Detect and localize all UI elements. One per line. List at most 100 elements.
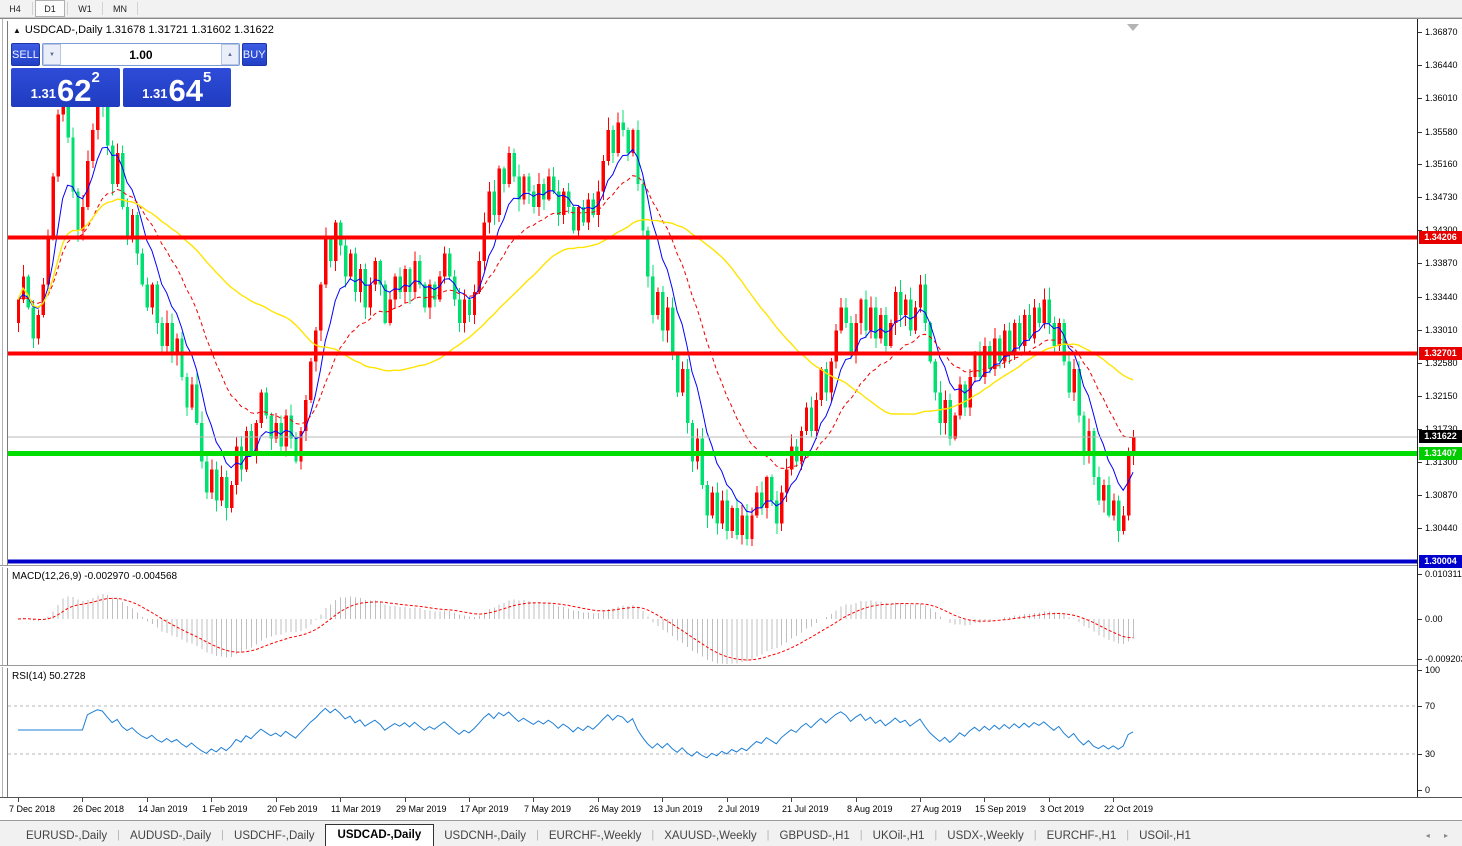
time-tick-label: 3 Oct 2019	[1040, 804, 1085, 814]
macd-tick-label: 0.010311	[1425, 569, 1462, 579]
timeframe-button-mn[interactable]: MN	[113, 3, 127, 14]
volume-decrease-button[interactable]: ▼	[42, 44, 61, 65]
price-tick	[1418, 330, 1422, 331]
price-tick-label: 1.34730	[1425, 192, 1458, 202]
time-tick-label: 13 Jun 2019	[653, 804, 703, 814]
time-tick	[791, 798, 792, 802]
hline-price-badge: 1.30004	[1419, 555, 1462, 568]
tab-usdx-weekly[interactable]: USDX-,Weekly	[947, 830, 1024, 842]
price-tick	[1418, 197, 1422, 198]
price-tick-label: 1.32150	[1425, 391, 1458, 401]
timeframe-button-w1[interactable]: W1	[78, 3, 92, 14]
candlestick-canvas	[8, 75, 1417, 564]
time-tick-label: 29 Mar 2019	[396, 804, 447, 814]
macd-panel[interactable]: MACD(12,26,9) -0.002970 -0.004568	[7, 568, 1417, 665]
price-tick	[1418, 263, 1422, 264]
macd-tick	[1418, 659, 1422, 660]
ask-pip-digit: 5	[202, 69, 212, 86]
time-tick-label: 2 Jul 2019	[718, 804, 760, 814]
price-axis[interactable]: 1.36870 1.36440 1.36010 1.35580 1.35160 1.347…	[1417, 19, 1462, 797]
panel-separator[interactable]	[0, 565, 1462, 567]
hline-price-badge: 1.32701	[1419, 347, 1462, 360]
ask-prefix: 1.31	[142, 86, 168, 101]
current-price-badge: 1.31622	[1419, 430, 1462, 443]
price-tick	[1418, 32, 1422, 33]
macd-tick-label: 0.00	[1425, 614, 1443, 624]
tab-divider: |	[1033, 829, 1037, 841]
tab-usdchf-daily[interactable]: USDCHF-,Daily	[234, 830, 315, 842]
tab-gbpusd-h1[interactable]: GBPUSD-,H1	[779, 830, 850, 842]
tab-usoil-h1[interactable]: USOil-,H1	[1139, 830, 1191, 842]
time-tick-label: 27 Aug 2019	[911, 804, 962, 814]
tab-eurchf-h1[interactable]: EURCHF-,H1	[1046, 830, 1117, 842]
rsi-tick	[1418, 754, 1422, 755]
time-tick-label: 1 Feb 2019	[202, 804, 248, 814]
rsi-tick-label: 0	[1425, 785, 1431, 795]
tab-scroll-arrows[interactable]: ◂ ▸	[1425, 831, 1454, 840]
tab-ukoil-h1[interactable]: UKOil-,H1	[872, 830, 925, 842]
price-tick-label: 1.33870	[1425, 258, 1458, 268]
timeframe-button-d1[interactable]: D1	[35, 0, 65, 17]
tab-divider: |	[221, 829, 225, 841]
hline-price-badge: 1.31407	[1419, 447, 1462, 460]
tab-usdcnh-daily[interactable]: USDCNH-,Daily	[444, 830, 527, 842]
price-tick	[1418, 363, 1422, 364]
time-tick	[276, 798, 277, 802]
toolbar-divider	[137, 2, 138, 15]
price-tick	[1418, 164, 1422, 165]
chart-tabs-bar: EURUSD-,Daily | AUDUSD-,Daily | USDCHF-,Dail…	[0, 820, 1462, 846]
time-tick-label: 14 Jan 2019	[138, 804, 188, 814]
price-chart-area[interactable]: ▲ USDCAD-,Daily 1.31678 1.31721 1.31602 1…	[7, 21, 1417, 566]
buy-button[interactable]: BUY	[241, 43, 267, 66]
hline-price-badge: 1.34206	[1419, 231, 1462, 244]
rsi-label: RSI(14) 50.2728	[12, 671, 86, 682]
timeframe-button-h4[interactable]: H4	[9, 3, 21, 14]
price-tick	[1418, 528, 1422, 529]
tab-usdcad-daily[interactable]: USDCAD-,Daily	[324, 824, 435, 846]
chart-window: ▲ USDCAD-,Daily 1.31678 1.31721 1.31602 1…	[0, 18, 1462, 846]
collapse-panel-icon[interactable]: ▲	[13, 26, 21, 35]
tab-divider: |	[859, 829, 863, 841]
rsi-panel[interactable]: RSI(14) 50.2728	[7, 668, 1417, 797]
time-tick	[82, 798, 83, 802]
price-tick	[1418, 65, 1422, 66]
buy-price-display[interactable]: 1.31 64 5	[122, 68, 231, 108]
volume-increase-button[interactable]: ▲	[220, 44, 239, 65]
time-tick	[211, 798, 212, 802]
price-tick-label: 1.36440	[1425, 60, 1458, 70]
ask-big-digits: 64	[168, 72, 203, 108]
time-axis[interactable]: 7 Dec 2018 26 Dec 2018 14 Jan 2019 1 Feb 20…	[0, 798, 1462, 820]
rsi-canvas	[8, 705, 1417, 759]
time-tick	[662, 798, 663, 802]
time-tick	[984, 798, 985, 802]
sell-price-display[interactable]: 1.31 62 2	[11, 68, 120, 107]
rsi-tick	[1418, 670, 1422, 671]
macd-tick	[1418, 574, 1422, 575]
macd-label: MACD(12,26,9) -0.002970 -0.004568	[12, 571, 178, 582]
tab-xauusd-weekly[interactable]: XAUUSD-,Weekly	[664, 830, 757, 842]
down-arrow-icon: ▼	[48, 51, 55, 58]
tab-divider: |	[536, 829, 539, 841]
chart-shift-marker-icon[interactable]	[1127, 24, 1139, 31]
time-tick-label: 21 Jul 2019	[782, 804, 829, 814]
rsi-tick	[1418, 790, 1422, 791]
panel-separator[interactable]	[0, 665, 1462, 667]
price-tick	[1418, 429, 1422, 430]
price-tick	[1418, 230, 1422, 231]
time-tick-label: 7 May 2019	[524, 804, 572, 814]
time-tick	[405, 798, 406, 802]
bid-big-digits: 62	[56, 72, 92, 108]
time-tick	[1049, 798, 1050, 802]
tab-audusd-daily[interactable]: AUDUSD-,Daily	[130, 830, 212, 842]
toolbar-divider	[67, 2, 68, 15]
volume-input[interactable]	[60, 44, 221, 65]
tab-eurusd-daily[interactable]: EURUSD-,Daily	[26, 830, 108, 842]
tab-eurchf-weekly[interactable]: EURCHF-,Weekly	[548, 830, 642, 842]
price-tick-label: 1.36870	[1425, 27, 1458, 37]
up-arrow-icon: ▲	[226, 51, 233, 58]
volume-stepper: ▼ ▲	[41, 43, 240, 66]
sell-button[interactable]: SELL	[11, 43, 40, 66]
time-axis-line	[0, 797, 1462, 798]
price-tick-label: 1.31730	[1425, 424, 1458, 434]
price-tick-label: 1.30870	[1425, 490, 1458, 500]
